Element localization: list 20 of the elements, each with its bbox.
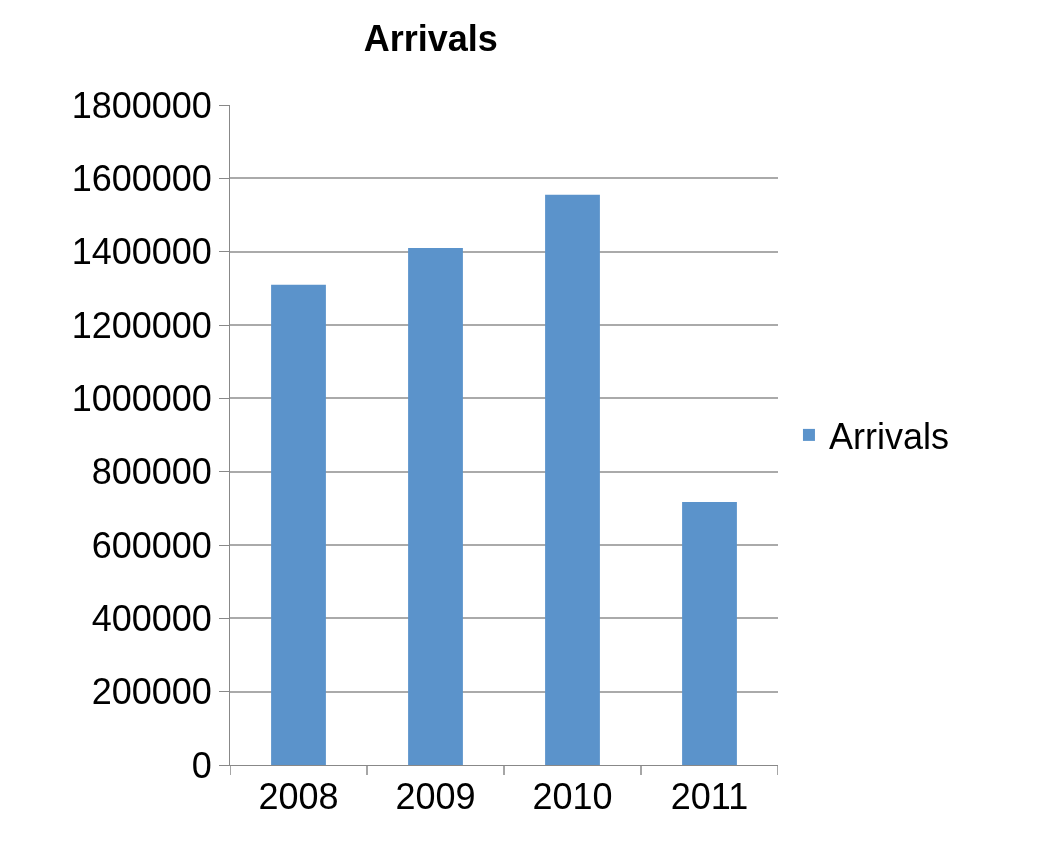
y-tick-label: 1200000 [71, 304, 212, 346]
y-tick-label: 1800000 [71, 84, 212, 126]
chart-title: Arrivals [363, 17, 498, 59]
x-tick-label: 2011 [670, 776, 749, 818]
x-tick-label: 2009 [395, 776, 476, 818]
y-tick-label: 0 [191, 744, 212, 786]
y-tick-label: 1400000 [71, 231, 212, 273]
bar [408, 248, 463, 765]
y-tick-label: 200000 [91, 671, 212, 713]
y-tick-label: 1600000 [71, 157, 212, 199]
y-tick-label: 600000 [91, 524, 212, 566]
y-tick-label: 1000000 [71, 377, 212, 419]
legend-label: Arrivals [828, 415, 949, 457]
x-tick-label: 2010 [532, 776, 613, 818]
bar [271, 284, 326, 765]
bar [682, 502, 737, 765]
x-tick-label: 2008 [258, 776, 339, 818]
y-tick-label: 800000 [91, 451, 212, 493]
bar [545, 194, 600, 765]
y-tick-label: 400000 [91, 597, 212, 639]
